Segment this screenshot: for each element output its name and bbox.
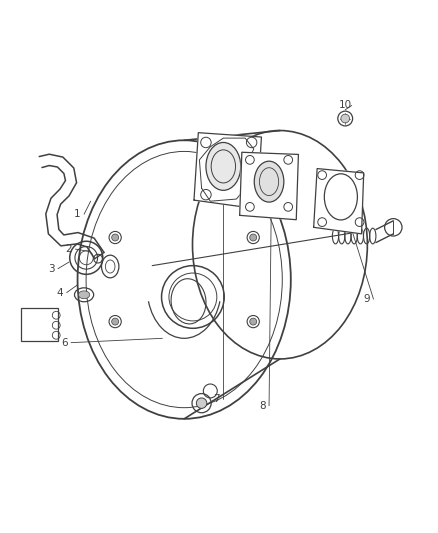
Text: 6: 6 <box>61 338 68 348</box>
Text: 1: 1 <box>74 209 81 219</box>
Circle shape <box>196 398 207 408</box>
Text: 3: 3 <box>48 264 55 273</box>
Circle shape <box>250 318 257 325</box>
Text: 2: 2 <box>66 244 72 254</box>
Ellipse shape <box>78 291 90 298</box>
FancyBboxPatch shape <box>21 308 57 341</box>
Ellipse shape <box>254 161 284 202</box>
Polygon shape <box>240 152 298 220</box>
Ellipse shape <box>206 142 241 190</box>
Circle shape <box>112 318 119 325</box>
Polygon shape <box>194 133 261 209</box>
Text: 9: 9 <box>364 294 370 304</box>
Circle shape <box>250 234 257 241</box>
Text: 4: 4 <box>57 288 64 297</box>
Polygon shape <box>314 168 364 234</box>
Text: 8: 8 <box>259 401 266 411</box>
Text: 5: 5 <box>39 316 46 326</box>
Text: 7: 7 <box>213 394 220 404</box>
Circle shape <box>112 234 119 241</box>
Circle shape <box>341 114 350 123</box>
Text: 10: 10 <box>339 100 352 110</box>
